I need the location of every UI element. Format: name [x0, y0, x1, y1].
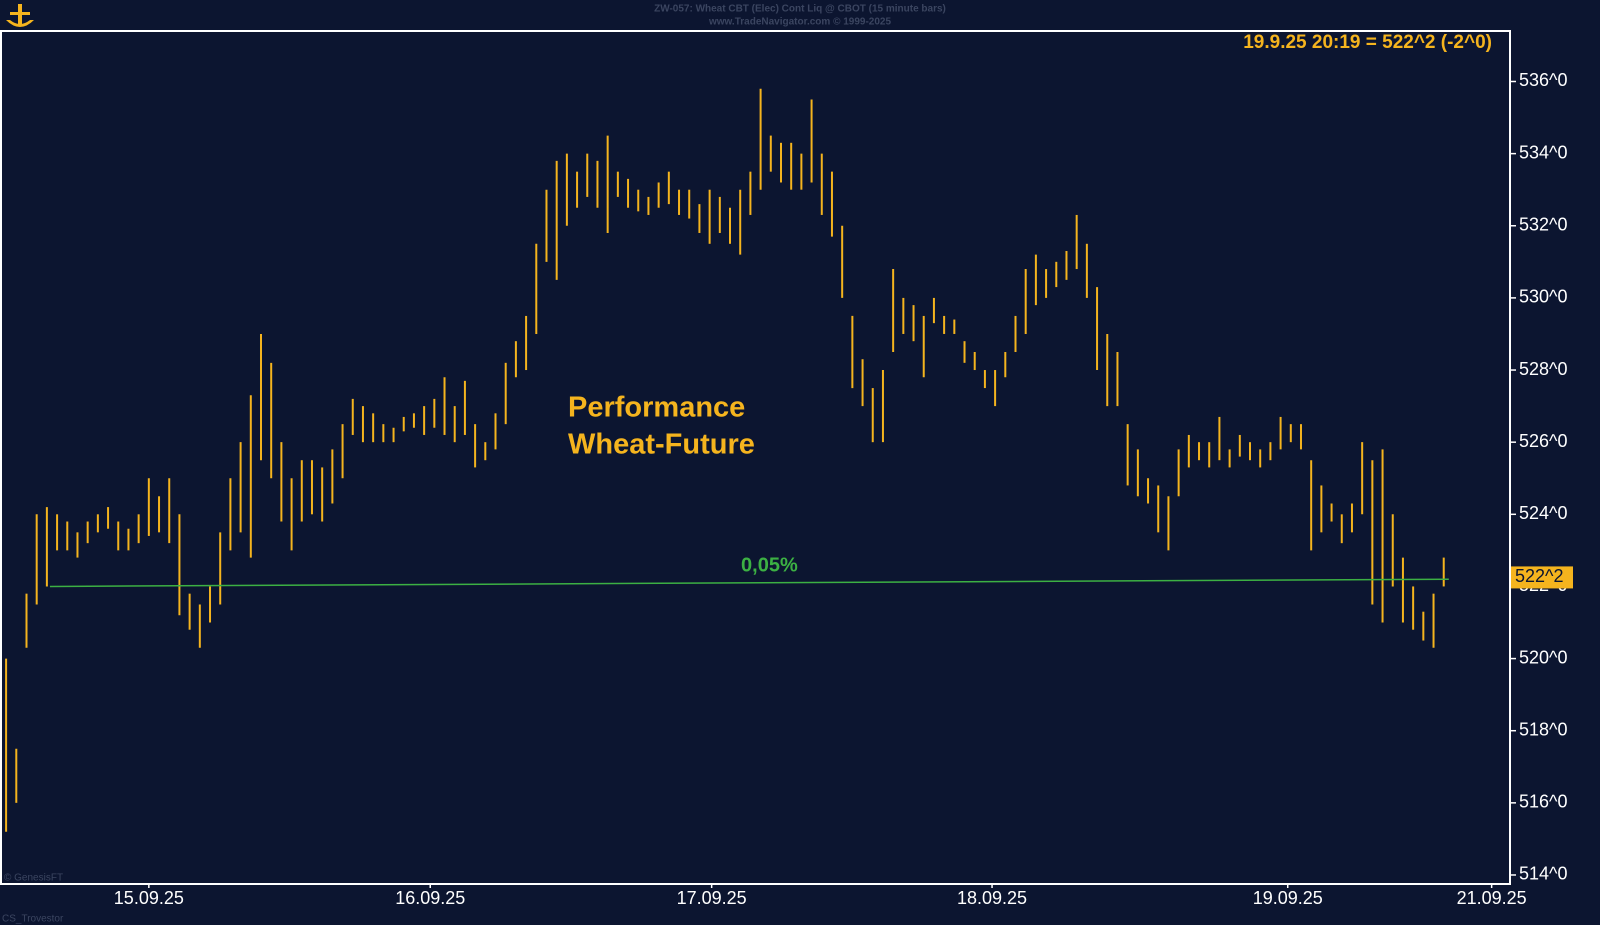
last-price-box [1511, 566, 1573, 589]
y-tick-label: 528^0 [1519, 359, 1568, 379]
logo [6, 4, 34, 27]
footer: CS_Trovestor [2, 914, 64, 925]
chart-title: ZW-057: Wheat CBT (Elec) Cont Liq @ CBOT… [654, 4, 946, 15]
y-tick-label: 534^0 [1519, 142, 1568, 162]
y-tick-label: 518^0 [1519, 719, 1568, 739]
y-tick-label: 532^0 [1519, 215, 1568, 235]
price-info: 19.9.25 20:19 = 522^2 (-2^0) [1243, 32, 1492, 53]
reference-line [49, 578, 1449, 588]
y-tick-label: 514^0 [1519, 864, 1568, 884]
last-price-label: 522^2 [1515, 566, 1564, 586]
annotation: Wheat-Future [568, 429, 755, 461]
y-tick-label: 524^0 [1519, 503, 1568, 523]
y-tick-label: 536^0 [1519, 70, 1568, 90]
reference-label: 0,05% [741, 555, 798, 577]
watermark: © GenesisFT [4, 873, 63, 884]
y-tick-label: 520^0 [1519, 647, 1568, 667]
y-tick-label: 526^0 [1519, 431, 1568, 451]
annotation: Performance [568, 392, 745, 424]
chart-subtitle: www.TradeNavigator.com © 1999-2025 [708, 17, 892, 28]
x-tick-label: 17.09.25 [677, 888, 747, 908]
x-tick-label: 15.09.25 [114, 888, 184, 908]
y-tick-label: 530^0 [1519, 287, 1568, 307]
x-tick-label: 19.09.25 [1253, 888, 1323, 908]
plot-frame [0, 30, 1511, 885]
y-tick-label: 516^0 [1519, 792, 1568, 812]
x-tick-label: 21.09.25 [1457, 888, 1527, 908]
x-tick-label: 16.09.25 [395, 888, 465, 908]
x-tick-label: 18.09.25 [957, 888, 1027, 908]
